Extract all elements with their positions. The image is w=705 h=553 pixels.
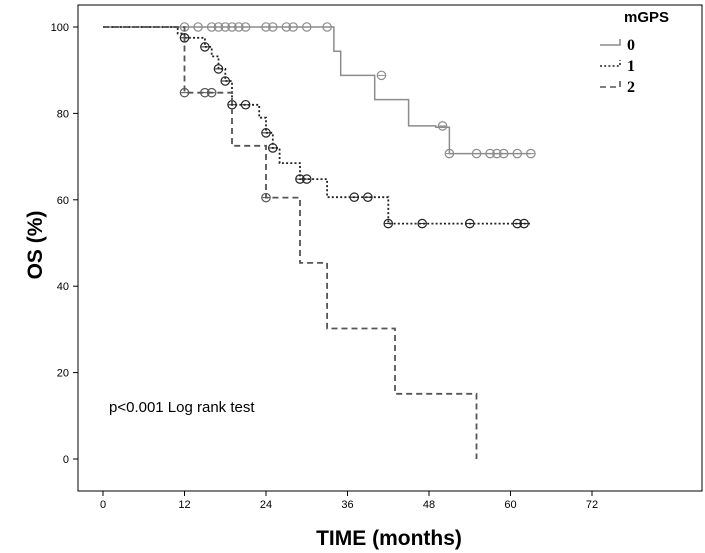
x-tick-label: 36 xyxy=(341,499,353,511)
censor-mark xyxy=(206,87,217,98)
x-axis-title: TIME (months) xyxy=(316,527,462,550)
series-layer xyxy=(103,22,536,459)
legend-swatch-2 xyxy=(600,81,621,88)
x-tick-label: 60 xyxy=(504,499,516,511)
x-tick-label: 24 xyxy=(260,499,272,511)
legend-swatch-0 xyxy=(600,39,621,46)
series-2 xyxy=(103,26,478,459)
censor-mark xyxy=(471,148,482,159)
censor-mark xyxy=(301,174,312,184)
censor-mark xyxy=(200,42,210,52)
p-value-annotation: p<0.001 Log rank test xyxy=(109,399,255,416)
censor-mark xyxy=(498,148,509,159)
censor-mark xyxy=(179,32,190,43)
censor-mark xyxy=(267,143,278,153)
legend-label-2: 2 xyxy=(627,79,635,96)
censor-mark xyxy=(220,76,231,86)
series-line-2 xyxy=(103,26,478,459)
y-tick-label: 100 xyxy=(51,22,69,34)
y-tick-label: 0 xyxy=(63,454,69,466)
series-0 xyxy=(103,22,536,159)
censor-mark xyxy=(464,218,475,229)
y-axis-title: OS (%) xyxy=(24,211,47,280)
legend-label-1: 1 xyxy=(627,58,635,75)
y-tick-label: 20 xyxy=(57,368,69,380)
y-tick-label: 60 xyxy=(57,195,69,207)
x-tick-label: 0 xyxy=(100,499,106,511)
censor-mark xyxy=(240,99,251,110)
x-tick-label: 72 xyxy=(586,499,598,511)
y-tick-label: 40 xyxy=(57,281,69,293)
censor-mark xyxy=(179,87,190,98)
censor-mark xyxy=(526,148,536,159)
y-tick-label: 80 xyxy=(57,108,69,120)
censor-mark xyxy=(288,22,298,32)
series-line-1 xyxy=(103,26,531,225)
series-1 xyxy=(103,26,531,229)
x-tick-label: 48 xyxy=(423,499,435,511)
legend: 0 1 2 xyxy=(600,37,635,96)
censor-mark xyxy=(322,22,332,32)
legend-label-0: 0 xyxy=(627,37,635,54)
censor-mark xyxy=(261,192,271,203)
censor-mark xyxy=(417,218,428,229)
series-line-0 xyxy=(103,26,531,155)
censor-mark xyxy=(240,22,251,32)
legend-title: mGPS xyxy=(624,9,669,26)
plot-frame xyxy=(77,4,703,492)
censor-mark xyxy=(437,121,448,131)
censor-mark xyxy=(349,192,360,203)
x-tick-label: 12 xyxy=(178,499,190,511)
censor-mark xyxy=(267,22,278,32)
censor-mark xyxy=(444,148,455,159)
legend-swatch-1 xyxy=(600,60,621,67)
censor-mark xyxy=(376,70,387,81)
censor-mark xyxy=(301,22,312,32)
censor-mark xyxy=(363,192,373,203)
censor-mark xyxy=(519,218,529,229)
censor-mark xyxy=(213,64,224,74)
censor-mark xyxy=(261,128,271,138)
censor-mark xyxy=(193,22,203,32)
censor-mark xyxy=(383,218,394,229)
censor-mark xyxy=(512,148,523,159)
